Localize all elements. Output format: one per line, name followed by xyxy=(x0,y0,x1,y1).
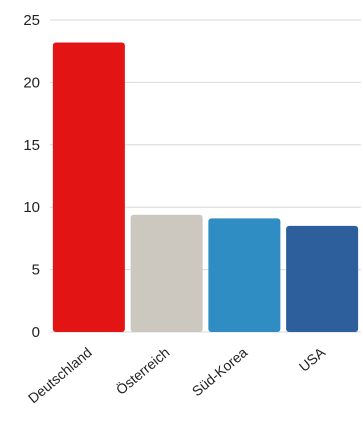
x-axis-tick-labels: Deutschland Österreich Süd-Korea USA xyxy=(25,343,329,406)
x-tick-label-0: Deutschland xyxy=(25,344,95,406)
bar-süd-korea xyxy=(208,218,281,332)
y-tick-label-10: 10 xyxy=(23,199,40,216)
x-tick-label-3: USA xyxy=(296,344,329,375)
y-tick-label-15: 15 xyxy=(23,137,40,154)
y-tick-label-25: 25 xyxy=(23,12,40,29)
bars xyxy=(52,42,359,333)
y-tick-label-5: 5 xyxy=(32,262,40,279)
y-tick-label-20: 20 xyxy=(23,74,40,91)
bar-österreich xyxy=(130,214,203,332)
bar-deutschland xyxy=(52,42,125,333)
bar-usa xyxy=(286,225,359,332)
x-tick-label-2: Süd-Korea xyxy=(189,344,251,399)
y-tick-label-0: 0 xyxy=(32,324,40,341)
x-tick-label-1: Österreich xyxy=(112,343,172,398)
y-axis-tick-labels: 0 5 10 15 20 25 xyxy=(23,12,40,341)
